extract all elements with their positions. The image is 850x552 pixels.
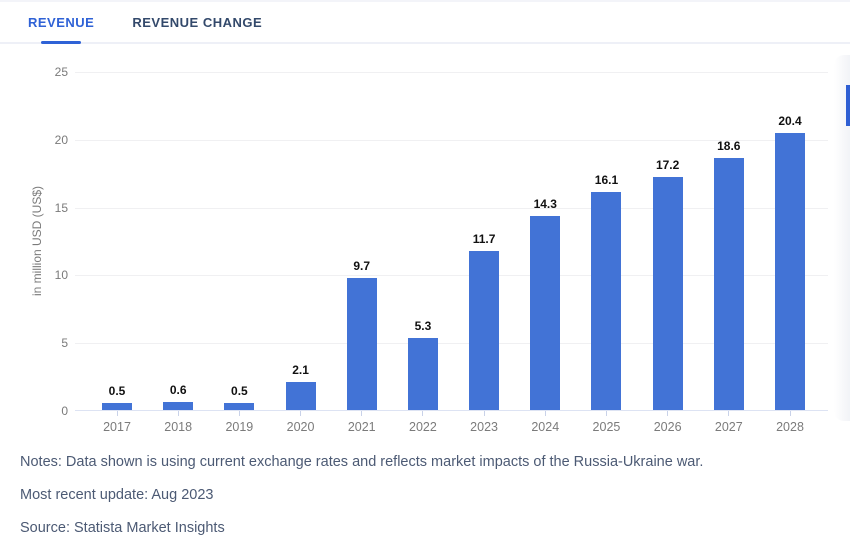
x-tick-2024 bbox=[544, 411, 546, 416]
y-tick-label-20: 20 bbox=[54, 132, 68, 147]
y-tick-label-0: 0 bbox=[61, 404, 68, 418]
bar-2020[interactable] bbox=[285, 381, 316, 410]
bar-2027[interactable] bbox=[713, 157, 744, 410]
notes-line: Notes: Data shown is using current excha… bbox=[20, 454, 704, 470]
bar-2023[interactable] bbox=[469, 251, 500, 410]
x-axis-label-2024: 2024 bbox=[531, 420, 560, 434]
bar-value-label-2023: 11.7 bbox=[472, 232, 496, 247]
x-tick-2021 bbox=[361, 411, 363, 416]
chart-notes: Notes: Data shown is using current excha… bbox=[20, 453, 830, 552]
x-tick-2017 bbox=[116, 411, 118, 416]
x-axis-label-2023: 2023 bbox=[470, 420, 498, 434]
x-axis-label-2017: 2017 bbox=[103, 420, 131, 434]
x-tick-2023 bbox=[483, 411, 485, 416]
bar-2021[interactable] bbox=[346, 278, 377, 410]
x-axis-label-2022: 2022 bbox=[409, 420, 437, 434]
x-tick-2019 bbox=[238, 411, 240, 416]
x-tick-2022 bbox=[422, 411, 424, 416]
x-axis-label-2019: 2019 bbox=[225, 420, 254, 434]
x-tick-2026 bbox=[667, 411, 669, 416]
bar-2026[interactable] bbox=[652, 176, 683, 410]
bar-value-label-2020: 2.1 bbox=[292, 362, 309, 377]
bar-value-label-2028: 20.4 bbox=[778, 114, 802, 129]
bar-value-label-2017: 0.5 bbox=[108, 384, 126, 399]
x-axis-label-2018: 2018 bbox=[164, 420, 193, 434]
tab-revenue[interactable]: REVENUE bbox=[28, 2, 95, 44]
bar-2018[interactable] bbox=[163, 401, 194, 410]
x-tick-2028 bbox=[789, 411, 791, 416]
x-axis-line bbox=[75, 410, 828, 411]
gridline-10 bbox=[75, 275, 828, 277]
x-tick-2020 bbox=[300, 411, 302, 416]
plot-area: 0.5 2017 0.6 2018 0.5 2019 2.1 2020 9.7 2021 5.3 20… bbox=[75, 72, 828, 434]
y-axis-tick-labels: 0 5 10 15 20 25 bbox=[0, 65, 68, 418]
bar-value-label-2022: 5.3 bbox=[414, 319, 432, 334]
x-axis-label-2028: 2028 bbox=[776, 420, 804, 434]
active-tab-underline bbox=[41, 41, 82, 44]
bar-2019[interactable] bbox=[224, 403, 255, 410]
gridline-15 bbox=[75, 207, 828, 209]
x-axis-label-2020: 2020 bbox=[286, 420, 315, 434]
bar-2024[interactable] bbox=[530, 216, 561, 410]
next-chart-peek[interactable] bbox=[834, 55, 850, 421]
bar-2022[interactable] bbox=[407, 338, 438, 410]
x-axis-label-2025: 2025 bbox=[592, 420, 621, 434]
y-tick-label-15: 15 bbox=[54, 200, 68, 215]
source-line: Source: Statista Market Insights bbox=[20, 520, 225, 536]
bar-2025[interactable] bbox=[591, 191, 622, 410]
tab-revenue-change-label: REVENUE CHANGE bbox=[132, 14, 263, 30]
bar-2017[interactable] bbox=[102, 403, 132, 410]
bar-value-label-2025: 16.1 bbox=[594, 172, 619, 187]
bar-value-label-2024: 14.3 bbox=[533, 197, 557, 212]
x-axis-label-2027: 2027 bbox=[714, 420, 743, 434]
tab-revenue-label: REVENUE bbox=[28, 14, 95, 30]
bar-value-label-2026: 17.2 bbox=[655, 157, 680, 172]
x-axis-label-2026: 2026 bbox=[653, 420, 682, 434]
y-tick-label-25: 25 bbox=[54, 65, 68, 79]
gridline-20 bbox=[75, 139, 828, 141]
gridline-25 bbox=[75, 72, 828, 73]
bar-value-label-2018: 0.6 bbox=[169, 382, 187, 397]
x-tick-2025 bbox=[605, 411, 607, 416]
bar-value-label-2027: 18.6 bbox=[717, 138, 741, 153]
bar-2028[interactable] bbox=[775, 133, 805, 410]
bar-value-label-2021: 9.7 bbox=[353, 259, 371, 274]
next-chart-bar-sliver bbox=[846, 85, 850, 126]
y-tick-label-5: 5 bbox=[61, 336, 68, 351]
gridline-5 bbox=[75, 343, 828, 345]
card-top-border bbox=[0, 0, 850, 2]
bar-value-label-2019: 0.5 bbox=[231, 384, 248, 399]
y-tick-label-10: 10 bbox=[54, 268, 68, 283]
chart-tabs: REVENUE REVENUE CHANGE bbox=[0, 2, 850, 44]
tab-revenue-change[interactable]: REVENUE CHANGE bbox=[132, 2, 262, 42]
x-tick-2018 bbox=[177, 411, 179, 416]
update-line: Most recent update: Aug 2023 bbox=[20, 487, 214, 503]
x-axis-label-2021: 2021 bbox=[347, 420, 376, 434]
x-tick-2027 bbox=[728, 411, 730, 416]
